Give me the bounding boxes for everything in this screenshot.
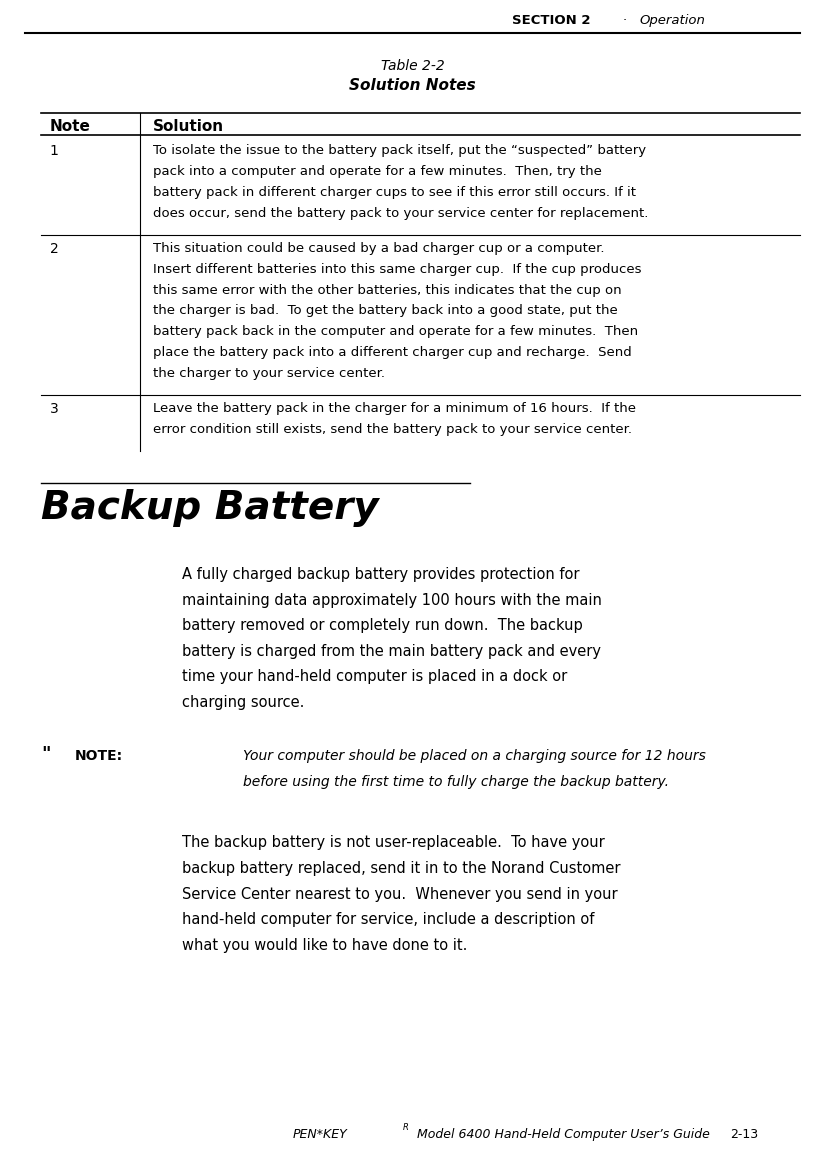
Text: Table 2-2: Table 2-2 xyxy=(381,59,445,73)
Text: ·: · xyxy=(622,14,626,27)
Text: time your hand-held computer is placed in a dock or: time your hand-held computer is placed i… xyxy=(182,669,566,684)
Text: Backup Battery: Backup Battery xyxy=(42,489,379,528)
Text: error condition still exists, send the battery pack to your service center.: error condition still exists, send the b… xyxy=(152,423,631,436)
Text: This situation could be caused by a bad charger cup or a computer.: This situation could be caused by a bad … xyxy=(152,242,604,254)
Text: Solution: Solution xyxy=(152,119,224,134)
Text: battery is charged from the main battery pack and every: battery is charged from the main battery… xyxy=(182,644,601,659)
Text: Leave the battery pack in the charger for a minimum of 16 hours.  If the: Leave the battery pack in the charger fo… xyxy=(152,402,636,415)
Text: R: R xyxy=(402,1122,409,1132)
Text: ": " xyxy=(42,745,51,762)
Text: PEN*KEY: PEN*KEY xyxy=(293,1128,347,1141)
Text: what you would like to have done to it.: what you would like to have done to it. xyxy=(182,938,467,953)
Text: battery pack back in the computer and operate for a few minutes.  Then: battery pack back in the computer and op… xyxy=(152,325,638,338)
Text: battery pack in different charger cups to see if this error still occurs. If it: battery pack in different charger cups t… xyxy=(152,186,636,199)
Text: Service Center nearest to you.  Whenever you send in your: Service Center nearest to you. Whenever … xyxy=(182,887,617,902)
Text: charging source.: charging source. xyxy=(182,695,304,710)
Text: 3: 3 xyxy=(49,402,58,416)
Text: NOTE:: NOTE: xyxy=(74,749,122,763)
Text: Insert different batteries into this same charger cup.  If the cup produces: Insert different batteries into this sam… xyxy=(152,263,641,275)
Text: pack into a computer and operate for a few minutes.  Then, try the: pack into a computer and operate for a f… xyxy=(152,165,601,178)
Text: place the battery pack into a different charger cup and recharge.  Send: place the battery pack into a different … xyxy=(152,346,631,359)
Text: battery removed or completely run down.  The backup: battery removed or completely run down. … xyxy=(182,618,582,633)
Text: maintaining data approximately 100 hours with the main: maintaining data approximately 100 hours… xyxy=(182,593,601,608)
Text: the charger to your service center.: the charger to your service center. xyxy=(152,367,385,380)
Text: SECTION 2: SECTION 2 xyxy=(511,14,590,27)
Text: To isolate the issue to the battery pack itself, put the “suspected” battery: To isolate the issue to the battery pack… xyxy=(152,144,646,157)
Text: the charger is bad.  To get the battery back into a good state, put the: the charger is bad. To get the battery b… xyxy=(152,304,617,317)
Text: A fully charged backup battery provides protection for: A fully charged backup battery provides … xyxy=(182,567,579,582)
Text: backup battery replaced, send it in to the Norand Customer: backup battery replaced, send it in to t… xyxy=(182,861,620,876)
Text: Model 6400 Hand-Held Computer User’s Guide: Model 6400 Hand-Held Computer User’s Gui… xyxy=(412,1128,710,1141)
Text: 2-13: 2-13 xyxy=(731,1128,759,1141)
Text: hand-held computer for service, include a description of: hand-held computer for service, include … xyxy=(182,912,594,927)
Text: Note: Note xyxy=(49,119,91,134)
Text: 1: 1 xyxy=(49,144,58,158)
Text: 2: 2 xyxy=(49,242,58,256)
Text: Operation: Operation xyxy=(640,14,706,27)
Text: this same error with the other batteries, this indicates that the cup on: this same error with the other batteries… xyxy=(152,284,621,296)
Text: The backup battery is not user-replaceable.  To have your: The backup battery is not user-replaceab… xyxy=(182,835,604,851)
Text: Your computer should be placed on a charging source for 12 hours: Your computer should be placed on a char… xyxy=(243,749,706,763)
Text: does occur, send the battery pack to your service center for replacement.: does occur, send the battery pack to you… xyxy=(152,207,648,220)
Text: Solution Notes: Solution Notes xyxy=(349,78,476,93)
Text: before using the first time to fully charge the backup battery.: before using the first time to fully cha… xyxy=(243,775,670,789)
